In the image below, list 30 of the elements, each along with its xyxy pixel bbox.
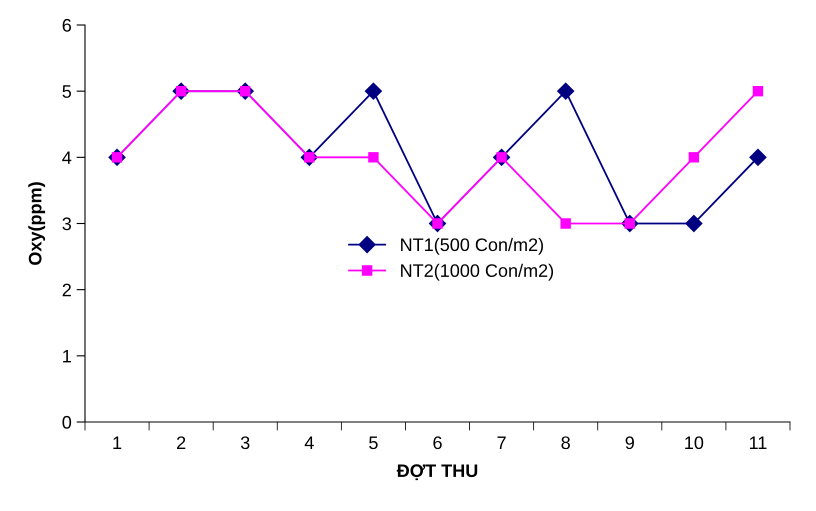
point — [752, 86, 764, 96]
point — [368, 152, 379, 163]
x-tick-label: 3 — [240, 436, 250, 450]
y-tick-label: 6 — [62, 18, 72, 32]
point — [364, 82, 382, 100]
x-tick-label: 10 — [685, 436, 704, 450]
y-tick-label: 2 — [62, 284, 71, 296]
x-tick-label: 4 — [304, 436, 314, 449]
point — [749, 148, 767, 166]
point — [560, 218, 571, 229]
y-axis-title: Oxy(ppm) — [28, 182, 46, 265]
y-tick-label: 5 — [62, 85, 72, 98]
point — [688, 152, 700, 163]
x-tick-label: 2 — [177, 436, 186, 449]
x-tick-label: 8 — [561, 436, 570, 450]
x-tick-label: 11 — [750, 436, 766, 449]
y-tick-label: 4 — [62, 151, 72, 164]
legend-label: NT2(1000 Con/m2) — [401, 264, 554, 281]
point — [685, 214, 702, 232]
y-tick-label: 3 — [62, 217, 72, 230]
x-axis-title: ĐỢT THU — [396, 464, 478, 480]
x-tick-label: 6 — [433, 436, 442, 450]
x-tick-label: 5 — [369, 436, 378, 450]
y-tick-label: 1 — [63, 350, 71, 362]
x-tick-label: 9 — [626, 436, 634, 450]
y-tick-label: 0 — [62, 416, 72, 429]
point — [557, 82, 574, 100]
x-tick-label: 1 — [113, 436, 122, 449]
legend-label: NT1(500 Con/m2) — [401, 238, 543, 255]
x-tick-label: 7 — [497, 436, 506, 449]
